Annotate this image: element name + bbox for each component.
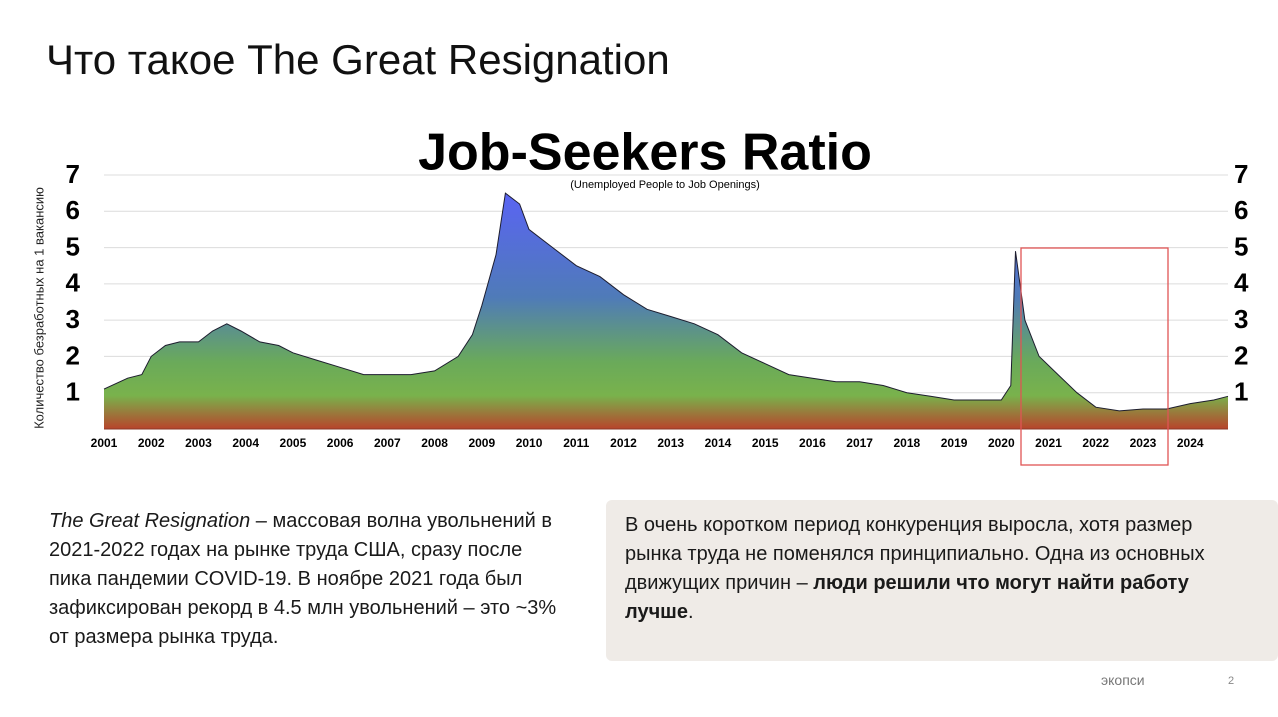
line xyxy=(103,192,1229,412)
note-box: В очень коротком период конкуренция выро… xyxy=(606,500,1278,661)
chart: 1 1 2 2 3 3 4 4 5 5 6 6 7 7 2001 2002 2003 2004 2005 2006 20… xyxy=(31,124,1249,466)
note: В очень коротком период конкуренция выро… xyxy=(625,511,1225,627)
y-tick-label-right: 6 xyxy=(1234,195,1248,225)
chart-title: Job-Seekers Ratio xyxy=(418,124,872,182)
highlight-box xyxy=(1020,247,1169,466)
y-tick-label: 2 xyxy=(66,340,80,370)
y-tick-label: 3 xyxy=(66,304,80,334)
y-tick-label: 7 xyxy=(66,159,80,189)
y-tick-label: 5 xyxy=(66,231,80,261)
y-tick-label-right: 5 xyxy=(1234,231,1248,261)
y-tick-label-right: 2 xyxy=(1234,340,1248,370)
description: The Great Resignation – массовая волна у… xyxy=(49,507,559,652)
x-tick-label: 2018 xyxy=(894,436,921,450)
x-tick-label: 2013 xyxy=(657,436,684,450)
y-tick-label: 6 xyxy=(66,195,80,225)
x-tick-label: 2023 xyxy=(1130,436,1157,450)
y-tick-label-right: 3 xyxy=(1234,304,1248,334)
x-tick-label: 2022 xyxy=(1082,436,1109,450)
area xyxy=(104,193,1228,429)
y-axis-label: Количество безработных на 1 вакансию xyxy=(31,187,46,429)
term: The Great Resignation xyxy=(49,510,251,532)
description-body: – массовая волна увольнений в 2021-2022 … xyxy=(49,510,557,648)
x-tick-label: 2024 xyxy=(1177,436,1204,450)
x-tick-label: 2007 xyxy=(374,436,401,450)
x-tick-label: 2005 xyxy=(280,436,307,450)
x-tick-label: 2011 xyxy=(563,436,589,450)
page-number: 2 xyxy=(1228,675,1235,687)
x-tick-label: 2020 xyxy=(988,436,1015,450)
x-tick-label: 2015 xyxy=(752,436,779,450)
x-tick-label: 2021 xyxy=(1035,436,1062,450)
x-tick-label: 2004 xyxy=(232,436,259,450)
note-emphasis: люди решили что могут найти работу лучше xyxy=(625,572,1189,623)
y-tick-label-right: 4 xyxy=(1234,268,1249,298)
x-tick-label: 2017 xyxy=(846,436,873,450)
x-tick-label: 2002 xyxy=(138,436,165,450)
y-tick-label-right: 1 xyxy=(1234,377,1248,407)
x-tick-label: 2014 xyxy=(705,436,732,450)
x-tick-label: 2008 xyxy=(421,436,448,450)
y-tick-label: 1 xyxy=(66,377,80,407)
chart-subtitle: (Unemployed People to Job Openings) xyxy=(570,179,760,191)
x-tick-label: 2010 xyxy=(516,436,543,450)
brand: экопси xyxy=(1101,672,1145,688)
slide-heading: Что такое The Great Resignation xyxy=(46,36,670,83)
note-end: . xyxy=(687,601,694,623)
x-tick-label: 2012 xyxy=(610,436,637,450)
x-tick-label: 2009 xyxy=(468,436,495,450)
y-tick-label: 4 xyxy=(66,268,81,298)
x-tick-label: 2003 xyxy=(185,436,212,450)
x-tick-label: 2019 xyxy=(941,436,968,450)
note-body: В очень коротком период конкуренция выро… xyxy=(625,514,1205,594)
x-tick-label: 2006 xyxy=(327,436,354,450)
x-tick-label: 2001 xyxy=(91,436,118,450)
x-tick-label: 2016 xyxy=(799,436,826,450)
y-tick-label-right: 7 xyxy=(1234,159,1248,189)
